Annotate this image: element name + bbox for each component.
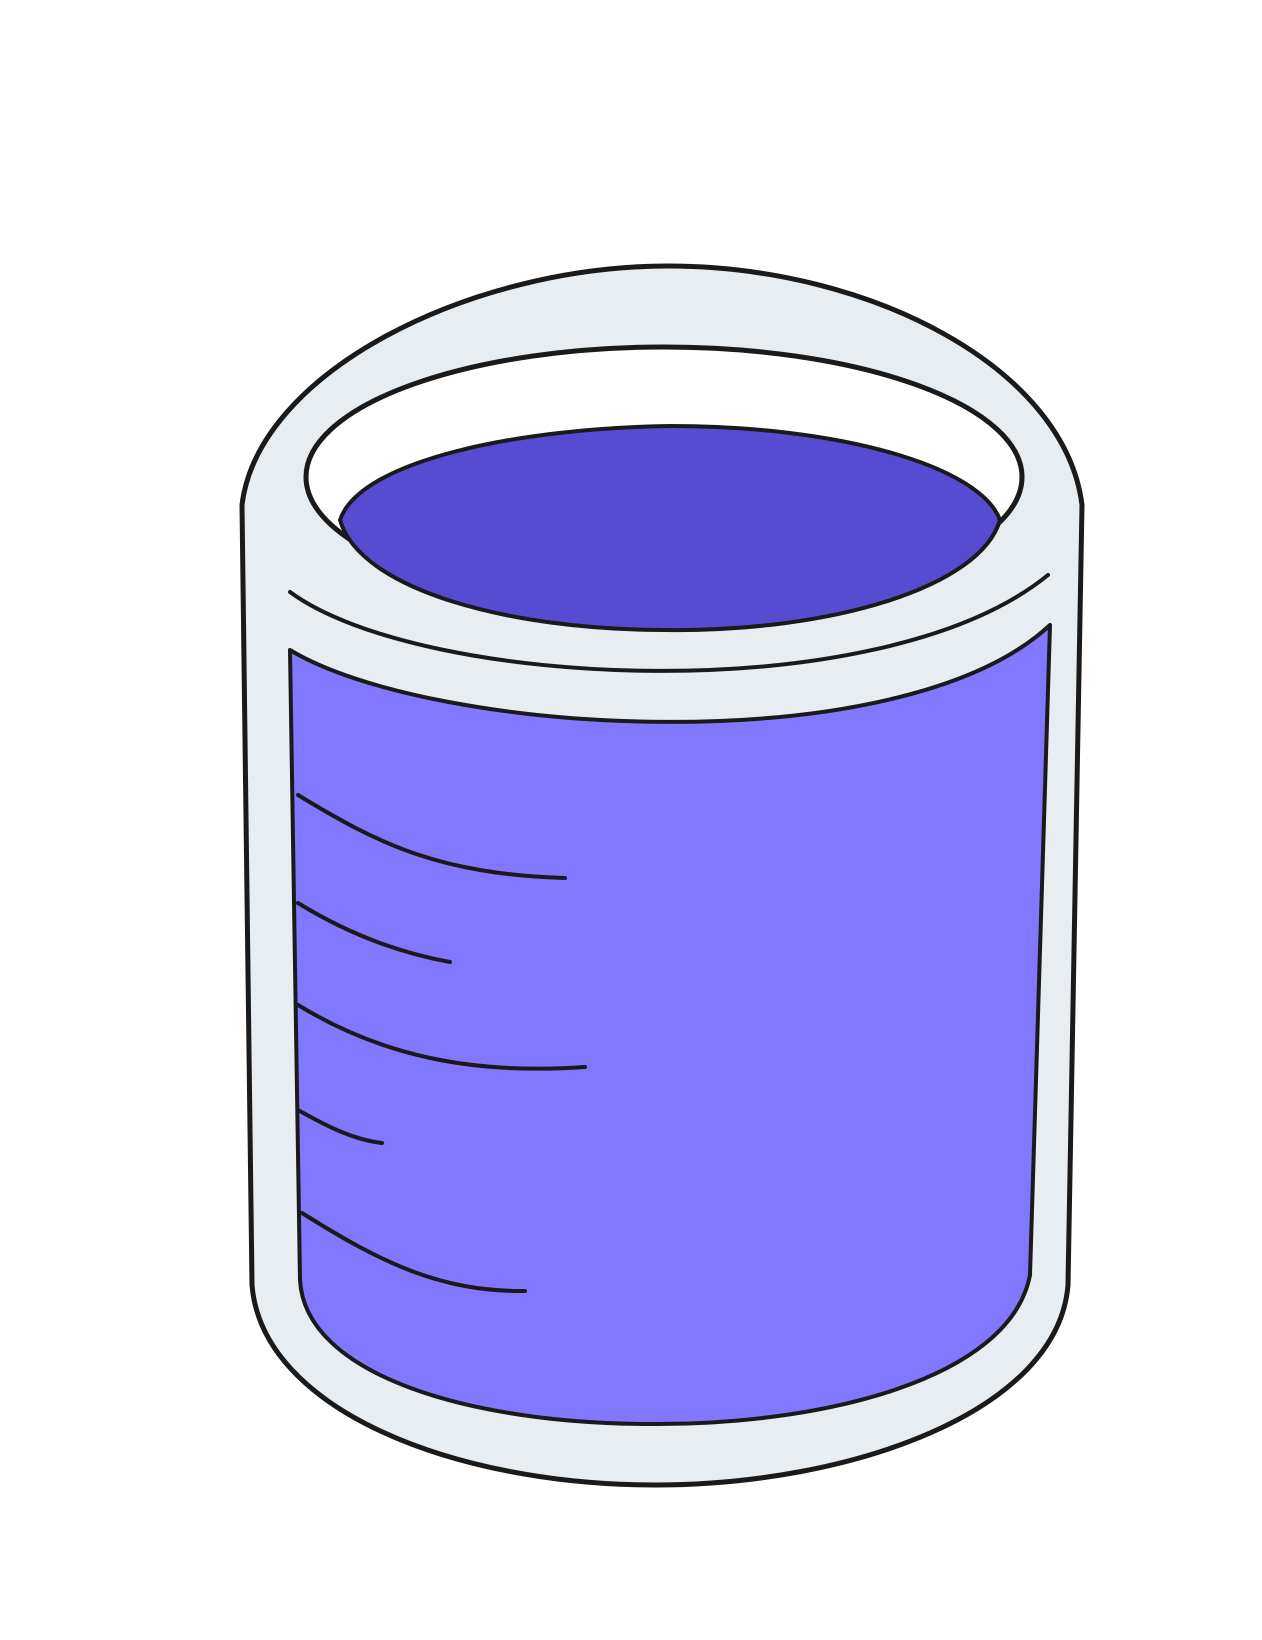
graduation-marks [296,793,587,1294]
graduation-mark [300,1211,527,1294]
graduation-mark [296,793,567,880]
graduation-mark [296,901,452,964]
beaker-lip-line [288,573,1050,673]
graduation-mark [296,1108,384,1145]
graduation-mark [296,1003,587,1071]
liquid-body [288,623,1052,1427]
liquid-surface [337,423,1003,633]
